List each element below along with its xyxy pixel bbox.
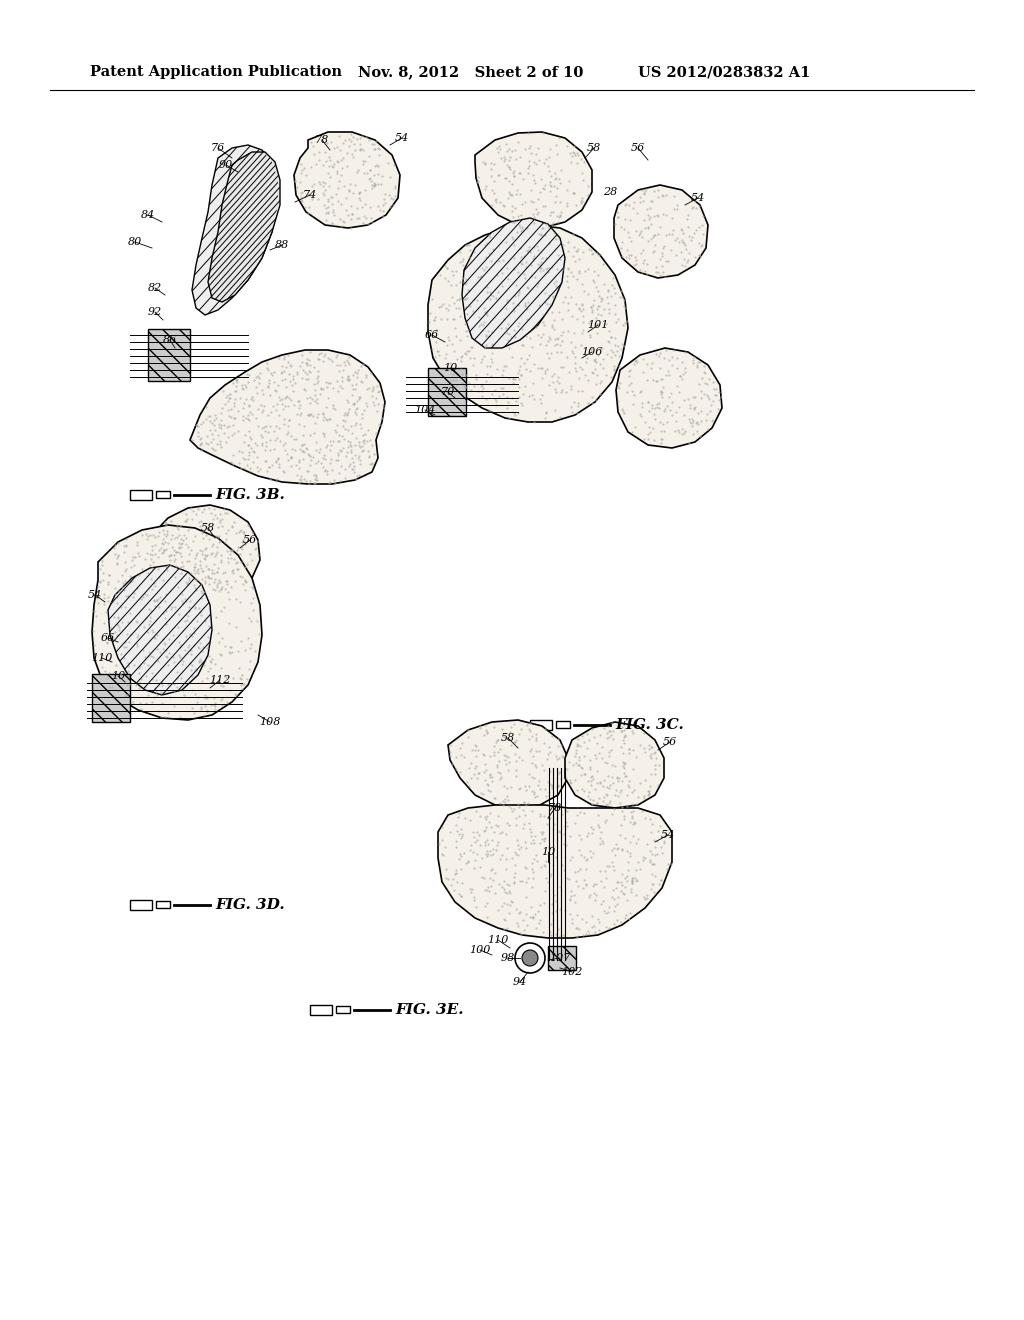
Text: 54: 54 (395, 133, 410, 143)
Polygon shape (449, 719, 568, 808)
Text: 10: 10 (111, 671, 125, 681)
Text: 66: 66 (425, 330, 439, 341)
Polygon shape (152, 506, 260, 595)
Text: 54: 54 (88, 590, 102, 601)
Text: 86: 86 (163, 335, 177, 345)
Text: 92: 92 (147, 308, 162, 317)
Text: 56: 56 (243, 535, 257, 545)
Text: 110: 110 (487, 935, 509, 945)
Text: Patent Application Publication: Patent Application Publication (90, 65, 342, 79)
Bar (428, 368, 466, 416)
Circle shape (515, 942, 545, 973)
Bar (156, 491, 170, 498)
Text: 102: 102 (561, 968, 583, 977)
Polygon shape (462, 218, 565, 348)
Bar (156, 902, 170, 908)
Text: 100: 100 (469, 945, 490, 954)
Polygon shape (193, 145, 278, 315)
Text: 106: 106 (582, 347, 603, 356)
Text: 78: 78 (314, 135, 329, 145)
Text: 78: 78 (548, 803, 562, 813)
Bar (556, 721, 570, 729)
Bar (336, 1006, 350, 1012)
Text: 80: 80 (128, 238, 142, 247)
Text: 112: 112 (209, 675, 230, 685)
Text: 108: 108 (259, 717, 281, 727)
Text: 66: 66 (101, 634, 115, 643)
Bar (130, 490, 152, 500)
Text: 28: 28 (603, 187, 617, 197)
Bar (310, 1005, 332, 1015)
Text: 54: 54 (660, 830, 675, 840)
Text: 10: 10 (442, 363, 457, 374)
Polygon shape (438, 805, 672, 939)
Bar (92, 675, 130, 722)
Text: 70: 70 (441, 387, 455, 397)
Text: FIG. 3C.: FIG. 3C. (615, 718, 684, 733)
Bar (530, 719, 552, 730)
Text: 84: 84 (141, 210, 155, 220)
Polygon shape (616, 348, 722, 447)
Text: 101: 101 (588, 319, 608, 330)
Text: 82: 82 (147, 282, 162, 293)
Text: 88: 88 (274, 240, 289, 249)
Bar (548, 946, 575, 970)
Polygon shape (190, 350, 385, 484)
Text: 10: 10 (541, 847, 555, 857)
Bar (130, 900, 152, 909)
Polygon shape (428, 224, 628, 422)
Text: 74: 74 (303, 190, 317, 201)
Polygon shape (565, 722, 664, 808)
Text: 104: 104 (415, 405, 435, 414)
Polygon shape (614, 185, 708, 279)
Text: 107: 107 (549, 953, 570, 964)
Bar (148, 329, 190, 381)
Text: US 2012/0283832 A1: US 2012/0283832 A1 (638, 65, 810, 79)
Polygon shape (208, 152, 280, 302)
Polygon shape (294, 132, 400, 228)
Text: FIG. 3D.: FIG. 3D. (215, 898, 285, 912)
Polygon shape (108, 565, 212, 696)
Text: 58: 58 (587, 143, 601, 153)
Text: 90: 90 (219, 160, 233, 170)
Text: 110: 110 (91, 653, 113, 663)
Polygon shape (92, 525, 262, 719)
Text: 58: 58 (501, 733, 515, 743)
Text: 58: 58 (201, 523, 215, 533)
Text: 56: 56 (663, 737, 677, 747)
Text: Nov. 8, 2012   Sheet 2 of 10: Nov. 8, 2012 Sheet 2 of 10 (358, 65, 584, 79)
Text: 76: 76 (211, 143, 225, 153)
Text: FIG. 3B.: FIG. 3B. (215, 488, 285, 502)
Circle shape (522, 950, 538, 966)
Text: 98: 98 (501, 953, 515, 964)
Text: FIG. 3E.: FIG. 3E. (395, 1003, 464, 1016)
Text: 94: 94 (513, 977, 527, 987)
Text: 56: 56 (631, 143, 645, 153)
Polygon shape (475, 132, 592, 228)
Text: 54: 54 (691, 193, 706, 203)
